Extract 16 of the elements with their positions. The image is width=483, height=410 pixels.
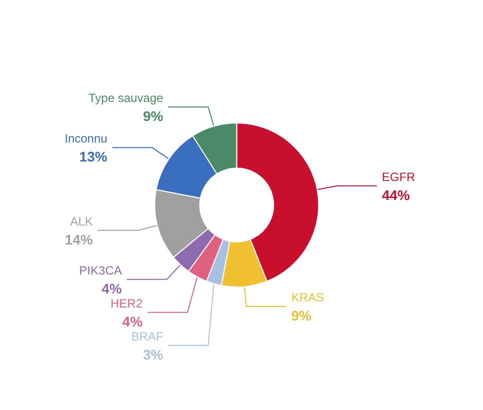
data-label: 14% xyxy=(64,231,94,248)
slice-label: KRAS xyxy=(291,290,324,305)
slice-label: Type sauvage xyxy=(88,91,164,106)
data-label: 4% xyxy=(122,313,144,330)
slice-label: BRAF xyxy=(131,329,164,344)
data-label: 3% xyxy=(142,346,164,362)
data-label: 13% xyxy=(79,148,108,165)
slice-label: HER2 xyxy=(110,296,143,310)
data-label: 44% xyxy=(382,186,410,203)
data-label: 4% xyxy=(102,280,122,296)
slice-label: Inconnu xyxy=(64,132,108,146)
slice-label: ALK xyxy=(70,214,93,228)
data-label: 9% xyxy=(291,308,312,324)
slice-label: PIK3CA xyxy=(79,263,122,278)
data-label: 9% xyxy=(142,108,164,124)
slice-label: EGFR xyxy=(382,170,416,184)
